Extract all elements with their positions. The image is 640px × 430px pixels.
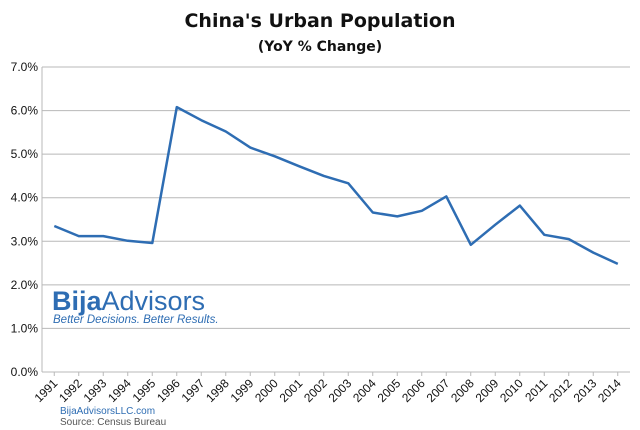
brand-name-part1: Bija	[52, 286, 103, 316]
y-tick-label: 0.0%	[11, 365, 39, 379]
data-point	[371, 211, 375, 215]
data-point	[542, 233, 546, 237]
data-point	[518, 204, 522, 208]
y-tick-label: 3.0%	[11, 234, 39, 248]
data-point	[420, 209, 424, 213]
brand-name-part2: Advisors	[102, 286, 206, 316]
data-point	[224, 129, 228, 133]
data-point	[150, 241, 154, 245]
x-tick-label: 1998	[203, 376, 232, 405]
data-point	[126, 239, 130, 243]
x-tick-label: 2001	[277, 376, 306, 405]
data-point	[248, 146, 252, 150]
chart-subtitle: (YoY % Change)	[258, 39, 382, 55]
y-tick-label: 1.0%	[11, 321, 39, 335]
footer-link[interactable]: BijaAdvisorsLLC.com	[60, 406, 155, 417]
gridlines	[41, 66, 630, 373]
x-tick-label: 2004	[350, 376, 379, 405]
x-tick-label: 1995	[130, 376, 159, 405]
data-point	[77, 234, 81, 238]
y-tick-label: 5.0%	[11, 147, 39, 161]
data-point	[616, 262, 620, 266]
x-tick-label: 2003	[326, 376, 355, 405]
x-tick-label: 2013	[571, 376, 600, 405]
series-layer	[52, 105, 620, 266]
x-tick-label: 1993	[81, 376, 110, 405]
data-point	[444, 194, 448, 198]
y-tick-label: 2.0%	[11, 278, 39, 292]
data-point	[101, 234, 105, 238]
x-tick-label: 1992	[56, 376, 85, 405]
x-tick-label: 1999	[228, 376, 257, 405]
footer-source: Source: Census Bureau	[60, 417, 166, 428]
data-point	[591, 251, 595, 255]
x-tick-label: 2010	[497, 376, 526, 405]
chart-title: China's Urban Population	[184, 10, 455, 32]
x-tick-label: 2007	[424, 376, 453, 405]
x-axis-ticks: 1991199219931994199519961997199819992000…	[32, 372, 624, 405]
data-point	[175, 105, 179, 109]
data-point	[52, 224, 56, 228]
x-tick-label: 2009	[473, 376, 502, 405]
series-line	[53, 105, 619, 266]
x-tick-label: 1997	[179, 376, 208, 405]
data-point	[297, 164, 301, 168]
data-point	[493, 223, 497, 227]
x-tick-label: 2000	[252, 376, 281, 405]
brand-name: BijaAdvisors	[52, 286, 205, 316]
data-point	[273, 154, 277, 158]
x-tick-label: 2008	[448, 376, 477, 405]
data-point	[469, 243, 473, 247]
x-tick-label: 2011	[522, 376, 550, 404]
x-tick-label: 2006	[399, 376, 428, 405]
brand-logo: BijaAdvisors Better Decisions. Better Re…	[52, 286, 219, 326]
x-tick-label: 1996	[154, 376, 183, 405]
data-point	[199, 118, 203, 122]
x-tick-label: 2012	[546, 376, 575, 405]
x-tick-label: 2014	[595, 376, 624, 405]
y-axis-ticks: 0.0% 1.0% 2.0% 3.0% 4.0% 5.0% 6.0% 7.0%	[11, 60, 39, 379]
data-point	[346, 181, 350, 185]
data-point	[395, 214, 399, 218]
y-tick-label: 4.0%	[11, 191, 39, 205]
x-tick-label: 2002	[301, 376, 330, 405]
data-point	[567, 237, 571, 241]
data-point	[322, 174, 326, 178]
x-tick-label: 2005	[375, 376, 404, 405]
y-tick-label: 7.0%	[11, 60, 39, 74]
x-tick-label: 1991	[32, 376, 61, 405]
brand-tagline: Better Decisions. Better Results.	[53, 314, 219, 326]
x-tick-label: 1994	[105, 376, 134, 405]
y-tick-label: 6.0%	[11, 104, 39, 118]
